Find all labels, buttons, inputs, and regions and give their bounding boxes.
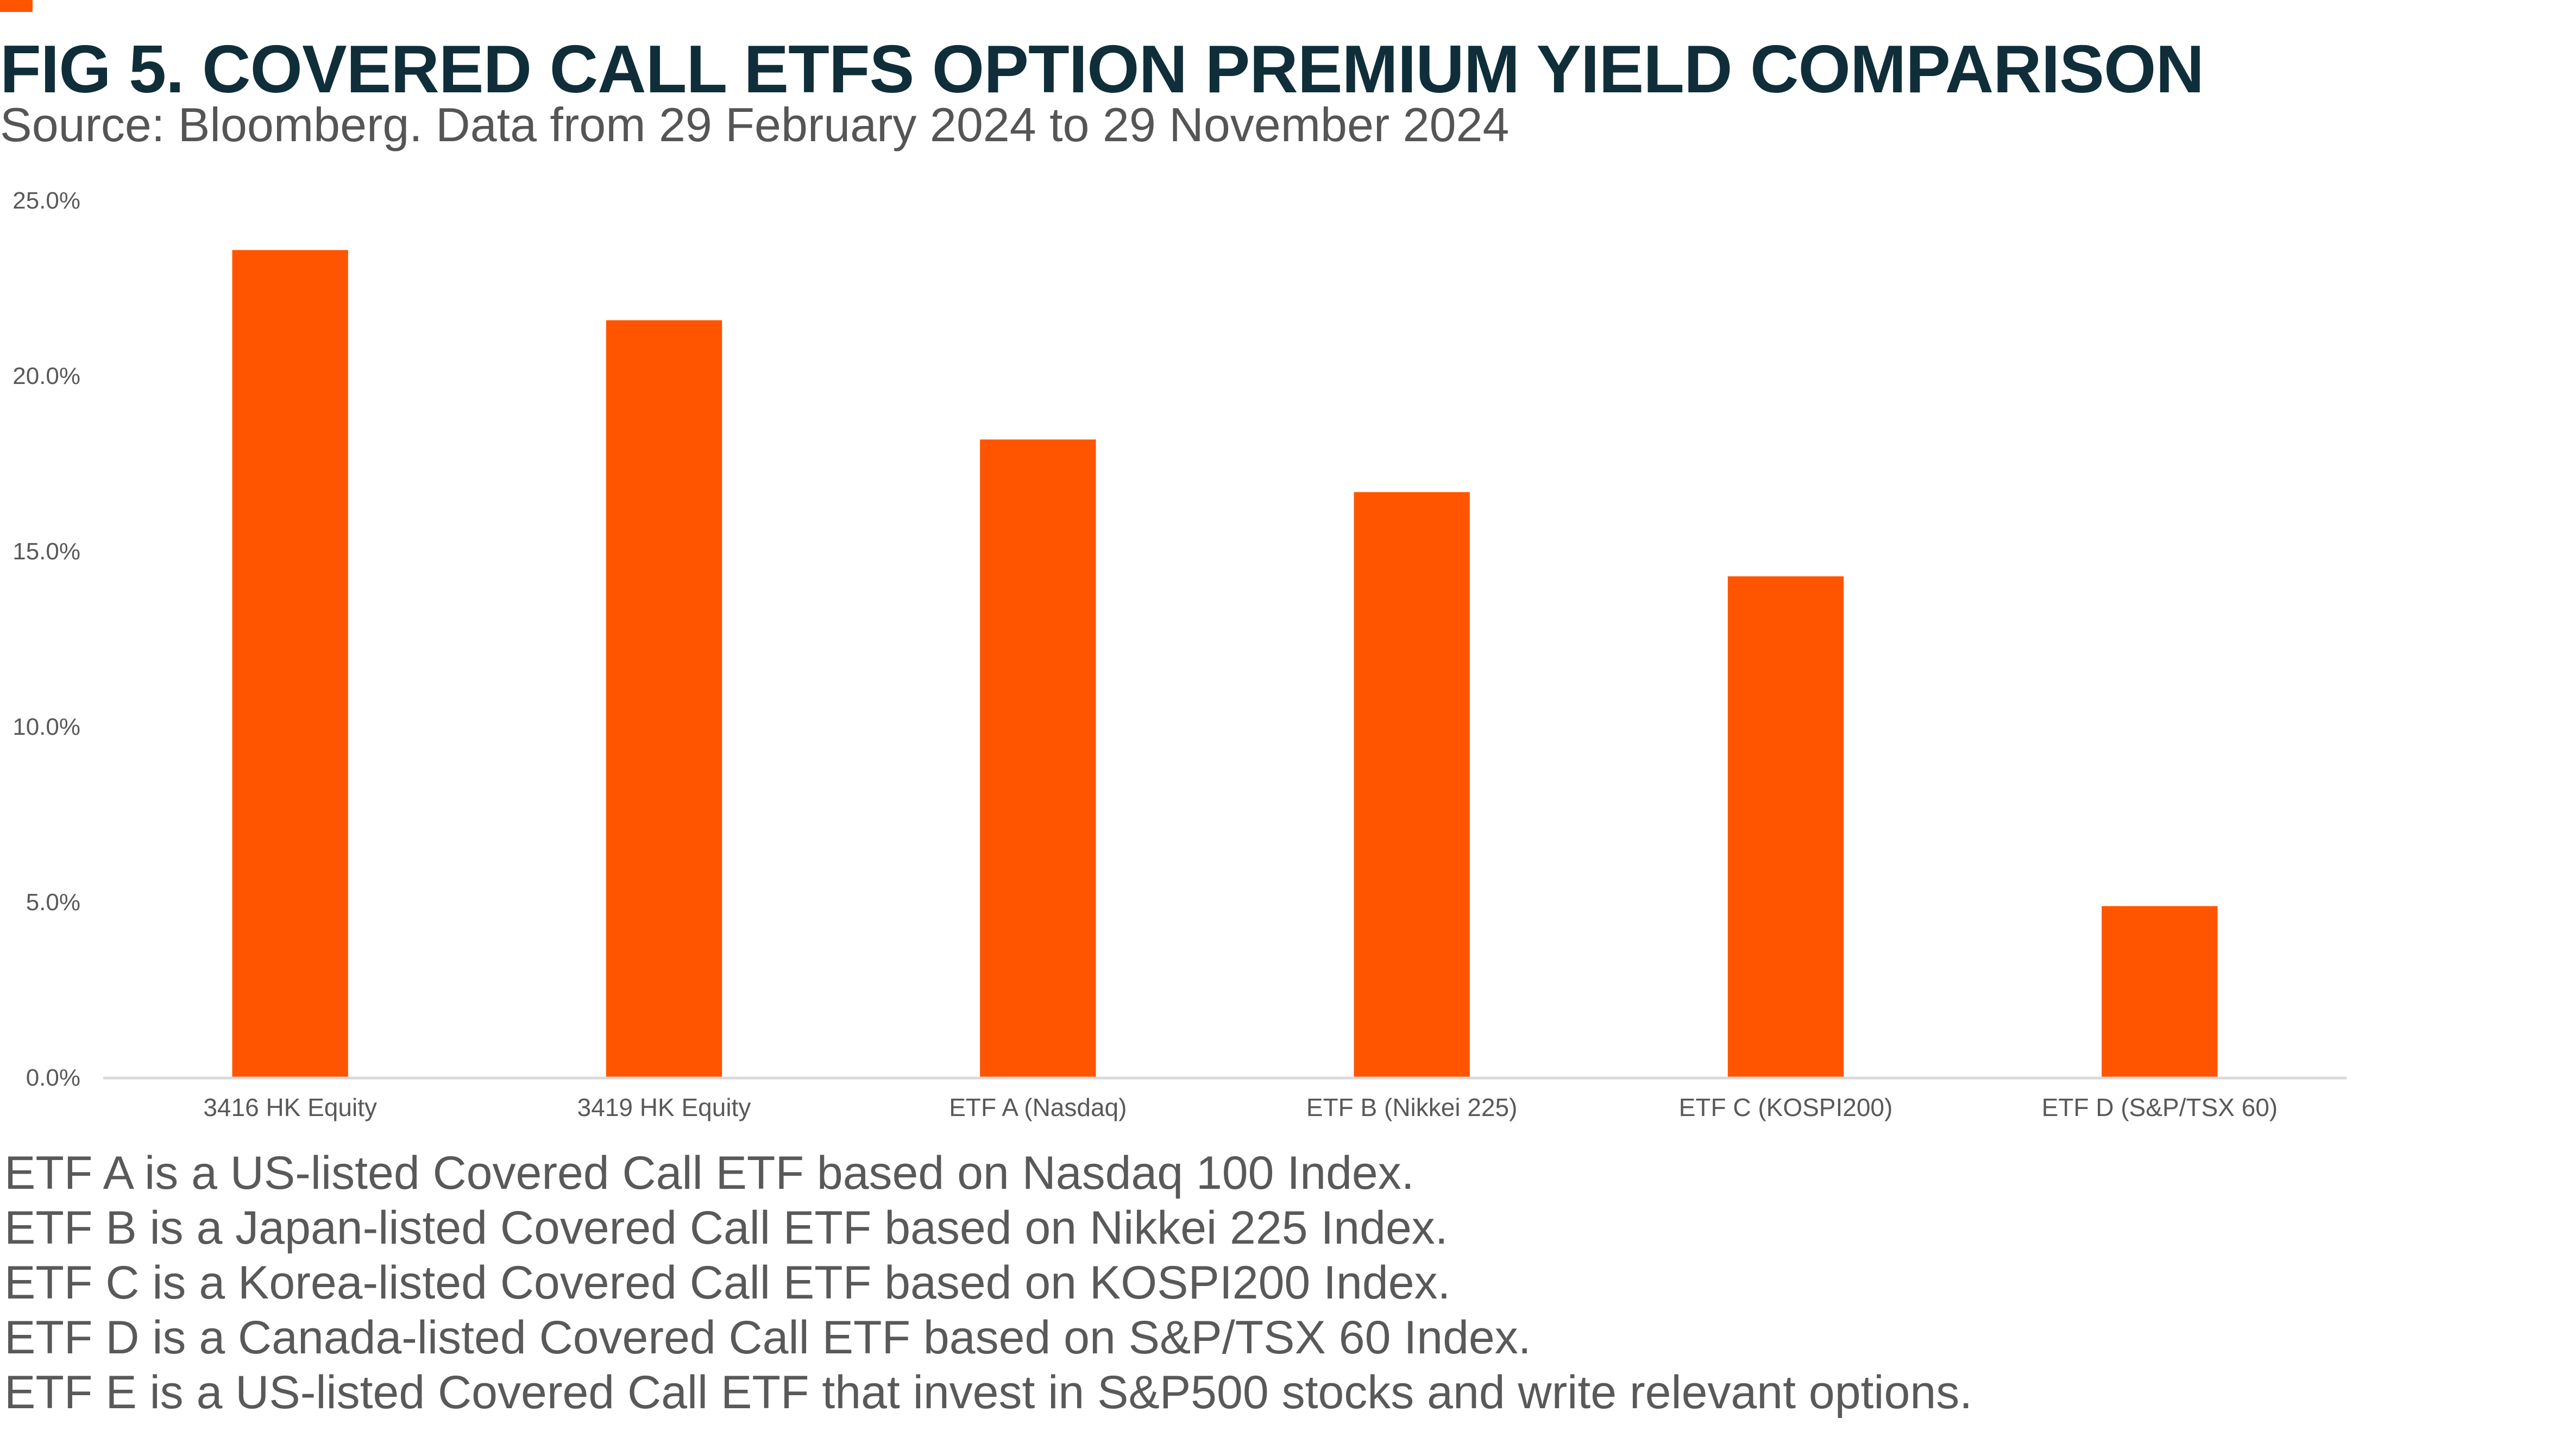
footnote-etf-c: ETF C is a Korea-listed Covered Call ETF… — [4, 1257, 1451, 1309]
x-tick-label: 3416 HK Equity — [203, 1093, 377, 1121]
x-axis-tick-labels: 3416 HK Equity 3419 HK Equity ETF A (Nasda… — [203, 1093, 2278, 1121]
chart-title: FIG 5. COVERED CALL ETFS OPTION PREMIUM … — [0, 32, 2204, 107]
bar — [980, 439, 1096, 1078]
x-tick-label: ETF C (KOSPI200) — [1679, 1093, 1893, 1121]
bar — [606, 320, 722, 1078]
x-tick-label: ETF A (Nasdaq) — [949, 1093, 1127, 1121]
y-tick-label: 5.0% — [26, 889, 80, 916]
bars — [232, 250, 2218, 1079]
footnote-etf-a: ETF A is a US-listed Covered Call ETF ba… — [4, 1147, 1414, 1199]
bar-chart: 0.0% 5.0% 10.0% 15.0% 20.0% 25.0% 3416 HK Equ… — [12, 187, 2347, 1121]
bar — [232, 250, 348, 1079]
x-tick-label: ETF B (Nikkei 225) — [1306, 1093, 1518, 1121]
footnote-etf-d: ETF D is a Canada-listed Covered Call ET… — [4, 1312, 1531, 1364]
accent-bar — [0, 0, 33, 12]
bar — [1354, 492, 1470, 1079]
footnote-etf-e: ETF E is a US-listed Covered Call ETF th… — [4, 1366, 1973, 1419]
y-tick-label: 20.0% — [12, 363, 80, 389]
footnote-etf-b: ETF B is a Japan-listed Covered Call ETF… — [4, 1202, 1448, 1254]
y-tick-label: 10.0% — [12, 714, 80, 740]
y-tick-label: 25.0% — [12, 187, 80, 214]
y-tick-label: 0.0% — [26, 1064, 80, 1091]
y-axis-tick-labels: 0.0% 5.0% 10.0% 15.0% 20.0% 25.0% — [12, 187, 80, 1091]
bar — [2102, 906, 2218, 1078]
y-tick-label: 15.0% — [12, 538, 80, 565]
x-tick-label: ETF D (S&P/TSX 60) — [2042, 1093, 2278, 1121]
bar — [1727, 576, 1844, 1078]
x-tick-label: 3419 HK Equity — [577, 1093, 751, 1121]
chart-subtitle: Source: Bloomberg. Data from 29 February… — [0, 98, 1510, 152]
footnotes: ETF A is a US-listed Covered Call ETF ba… — [4, 1146, 2557, 1420]
